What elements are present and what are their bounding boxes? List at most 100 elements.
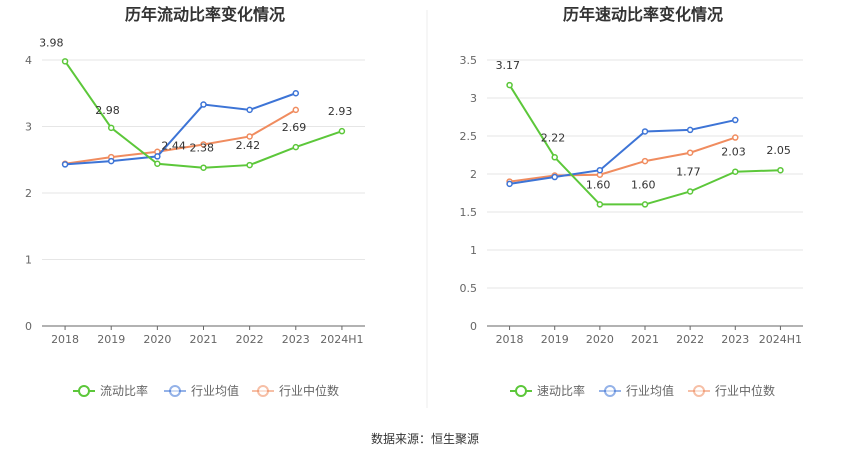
data-label: 1.77 [676,165,701,178]
data-point [246,133,253,140]
legend-item-1[interactable]: 行业均值 [599,383,674,398]
legend-marker [515,385,527,397]
x-tick-label: 2022 [676,333,704,346]
data-point [551,173,558,181]
data-point [686,149,694,156]
legend-marker [78,385,90,397]
data-point [61,58,69,65]
data-point [154,153,161,160]
data-point [596,166,604,174]
data-label: 2.03 [721,146,746,159]
legend-marker [693,385,705,397]
data-label: 2.22 [541,131,566,144]
legend-label: 行业均值 [191,383,239,398]
data-point [246,106,253,114]
series-line-1 [64,92,297,166]
data-label: 3.17 [496,59,520,72]
data-point [686,126,694,134]
y-tick-label: 2 [25,187,32,200]
y-tick-label: 2.5 [460,130,478,143]
y-tick-label: 3.5 [460,54,478,67]
data-point [61,161,69,168]
y-tick-label: 4 [25,54,32,67]
y-tick-label: 2 [470,168,477,181]
x-tick-label: 2023 [721,333,749,346]
data-label: 2.38 [190,142,215,155]
series-line-1 [509,119,736,185]
data-point [551,154,558,161]
x-tick-label: 2021 [631,333,659,346]
y-tick-label: 3 [25,121,32,134]
data-point [506,81,513,89]
data-label: 3.98 [39,36,64,49]
series-line-2 [64,109,297,165]
data-label: 2.98 [95,104,120,117]
legend-marker [257,385,269,397]
data-point [107,157,115,165]
data-point [292,90,300,97]
legend-item-2[interactable]: 行业中位数 [252,383,339,398]
legend-label: 速动比率 [537,383,585,398]
data-point [506,180,513,188]
data-point [732,168,739,175]
legend-label: 行业中位数 [279,383,339,398]
y-tick-label: 1 [25,254,32,267]
y-tick-label: 3 [470,92,477,105]
y-tick-label: 1 [470,244,477,257]
y-tick-label: 1.5 [460,206,478,219]
data-point [200,141,207,148]
legend-item-1[interactable]: 行业均值 [164,383,239,398]
data-source: 数据来源：恒生聚源 [371,431,479,446]
legend-label: 行业中位数 [715,383,775,398]
legend-marker [604,385,616,397]
x-tick-label: 2019 [541,333,569,346]
data-point [292,106,300,114]
data-point [777,166,784,174]
x-tick-label: 2023 [282,333,310,346]
y-tick-label: 0 [470,320,477,333]
data-label: 2.44 [161,140,186,153]
x-tick-label: 2024H1 [320,333,363,346]
chart-title: 历年流动比率变化情况 [125,5,285,24]
data-point [596,201,604,208]
x-tick-label: 2018 [51,333,79,346]
x-tick-label: 2019 [97,333,125,346]
legend-label: 流动比率 [100,383,148,398]
legend-item-0[interactable]: 流动比率 [73,383,148,398]
x-tick-label: 2018 [496,333,524,346]
data-label: 2.42 [236,139,261,152]
legend-item-0[interactable]: 速动比率 [510,383,585,398]
data-label: 2.05 [766,144,791,157]
data-label: 1.60 [586,178,611,191]
y-tick-label: 0 [25,320,32,333]
x-tick-label: 2024H1 [759,333,802,346]
data-label: 2.69 [282,121,307,134]
data-point [200,164,207,171]
data-point [641,157,649,165]
data-point [107,124,115,132]
data-point [641,128,649,135]
y-tick-label: 0.5 [460,282,478,295]
x-tick-label: 2020 [586,333,614,346]
data-point [641,201,649,208]
x-tick-label: 2020 [143,333,171,346]
quick-ratio-chart: 历年速动比率变化情况 0 0.5 1 1.5 2 2.5 3 3.5 2018 2019 2020 20… [460,5,803,398]
data-point [732,116,739,124]
data-point [200,101,207,108]
data-point [246,161,253,169]
legend-label: 行业均值 [626,383,674,398]
data-point [338,127,346,135]
series-line-2 [509,136,736,183]
legend-marker [169,385,181,397]
data-point [154,160,161,167]
chart-title: 历年速动比率变化情况 [563,5,723,24]
legend-item-2[interactable]: 行业中位数 [688,383,775,398]
data-point [732,134,739,141]
x-tick-label: 2021 [190,333,218,346]
data-point [686,188,694,195]
current-ratio-chart: 历年流动比率变化情况 0 1 2 3 4 2018 2019 2020 2021 2022 2023 2… [25,5,365,398]
x-tick-label: 2022 [236,333,264,346]
data-label: 1.60 [631,178,656,191]
data-label: 2.93 [328,105,353,118]
